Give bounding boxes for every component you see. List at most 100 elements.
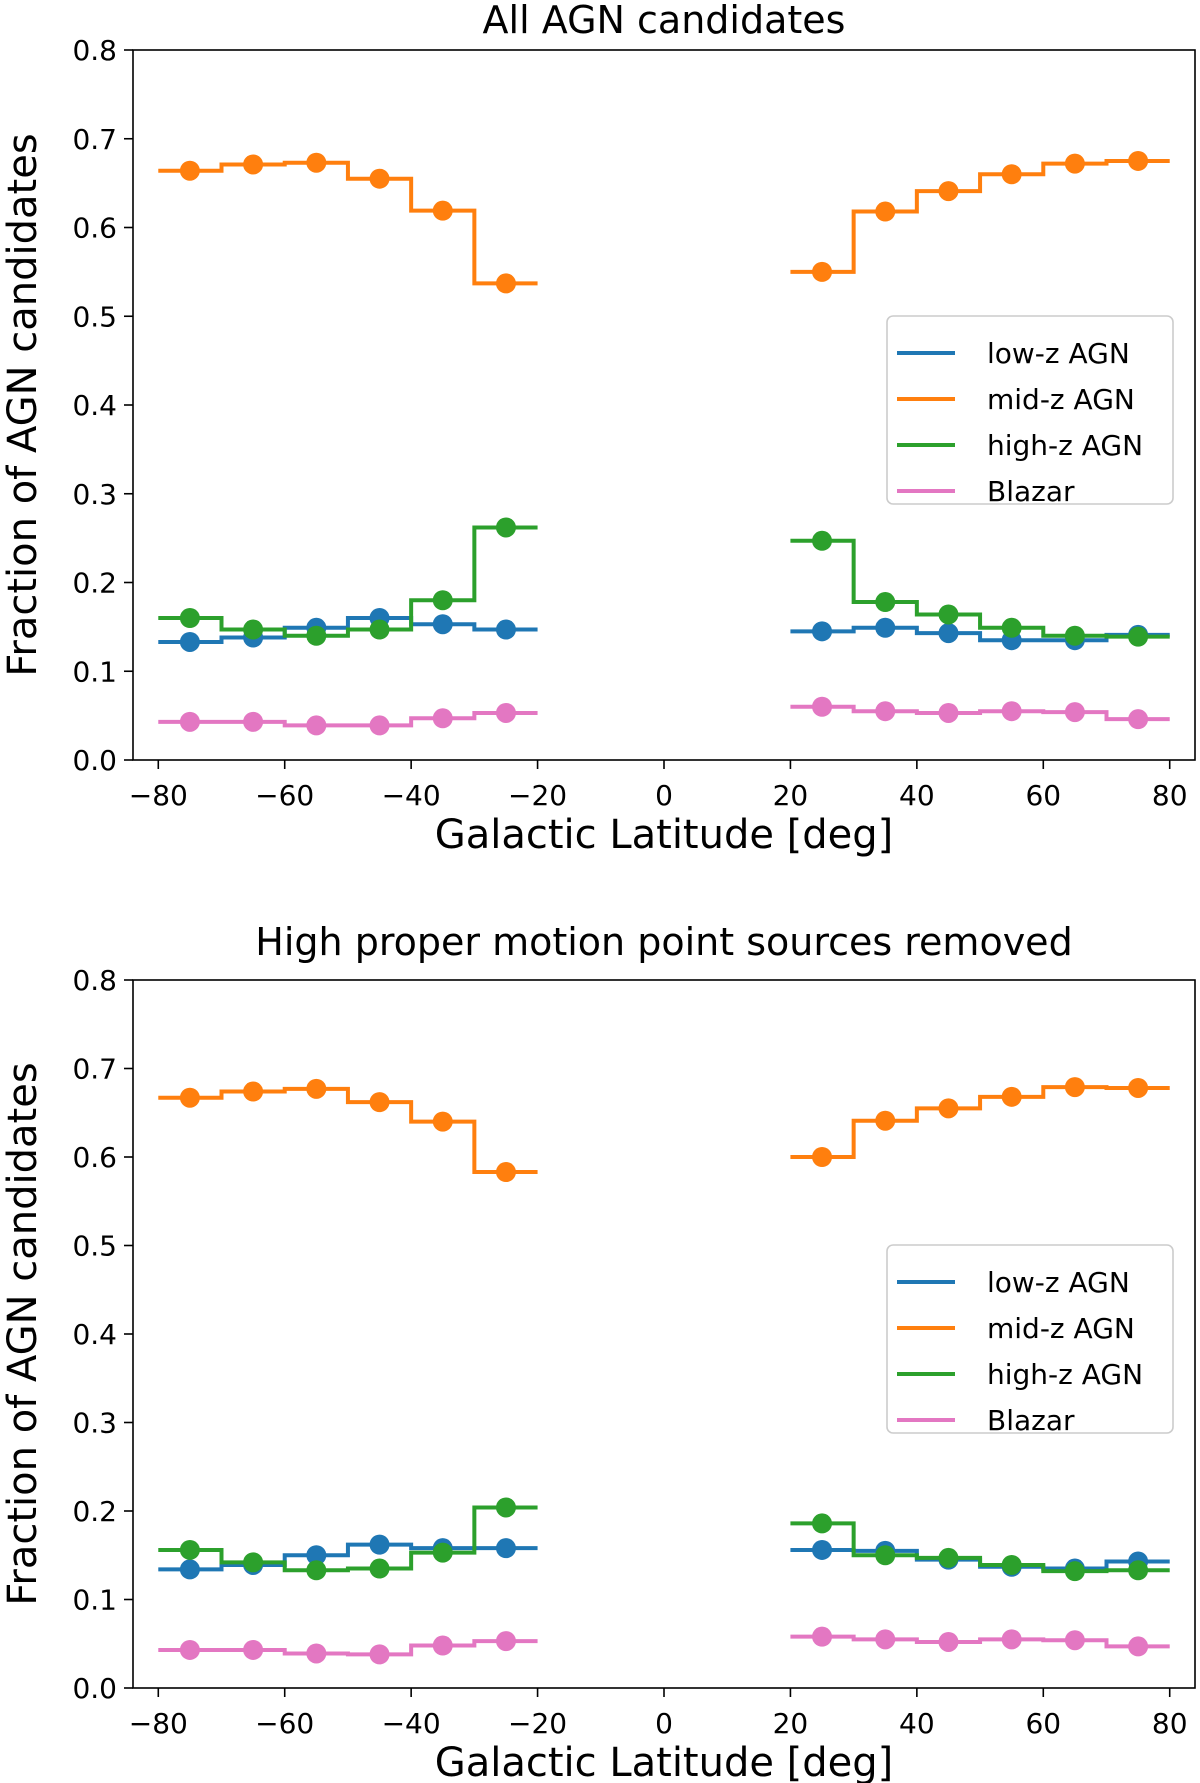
data-point [495,1631,516,1652]
series-line [790,704,1170,722]
y-tick-label: 0.3 [72,478,117,511]
data-point [1064,1561,1085,1582]
x-tick-label: −40 [382,779,441,812]
data-point [875,1629,896,1650]
data-point [1064,1630,1085,1651]
data-point [875,592,896,613]
y-tick-label: 0.0 [72,744,117,777]
data-point [306,715,327,736]
data-point [369,168,390,189]
data-point [179,608,200,628]
series-line [158,160,538,286]
x-tick-label: 40 [899,1707,935,1740]
x-tick-label: 20 [773,1707,809,1740]
data-point [369,715,390,736]
data-point [938,604,959,625]
series-line [158,1086,538,1175]
data-point [1064,702,1085,723]
x-tick-label: −60 [255,779,314,812]
series-high-z-agn [158,517,1170,647]
series-line [158,1639,538,1657]
x-tick-label: 60 [1025,779,1061,812]
data-point [432,614,453,635]
legend-box [886,315,1174,505]
data-point [1064,1077,1085,1098]
data-point [179,711,200,732]
x-tick-label: 0 [655,1707,673,1740]
legend-label: high-z AGN [987,429,1143,462]
data-point [812,1513,833,1534]
data-point [179,1539,200,1560]
y-tick-label: 0.6 [72,1141,117,1174]
data-point [369,1558,390,1579]
data-point [938,623,959,644]
data-point [369,1534,390,1555]
series-line [158,710,538,728]
data-point [432,1111,453,1132]
data-point [1001,1086,1022,1107]
x-tick-label: −20 [508,1707,567,1740]
chart-title: High proper motion point sources removed [255,920,1072,964]
data-point [369,1092,390,1113]
x-tick-label: 80 [1152,1707,1188,1740]
data-point [495,1538,516,1559]
data-point [1128,1077,1149,1098]
x-tick-label: 20 [773,779,809,812]
data-point [812,696,833,717]
x-tick-label: −20 [508,779,567,812]
data-point [179,1559,200,1580]
y-tick-label: 0.0 [72,1672,117,1705]
data-point [1064,625,1085,646]
legend: low-z AGN mid-z AGN high-z AGN Blazar [886,1244,1174,1437]
series-line [158,1542,538,1572]
data-point [495,1162,516,1183]
data-point [243,1639,264,1660]
data-point [1128,709,1149,730]
series-line [790,1521,1170,1574]
data-point [306,1078,327,1099]
series-line [790,1634,1170,1649]
data-point [369,1644,390,1665]
series-blazar [158,1626,1170,1665]
y-tick-label: 0.8 [72,964,117,997]
data-point [875,701,896,722]
data-point [875,1545,896,1566]
data-point [179,1639,200,1660]
legend-box [886,1244,1174,1434]
data-point [306,1560,327,1581]
data-point [243,711,264,732]
data-point [495,273,516,294]
x-tick-label: −80 [129,1707,188,1740]
series-line [790,1085,1170,1159]
data-point [938,1098,959,1119]
data-point [875,617,896,638]
data-point [938,702,959,723]
legend-label: low-z AGN [987,337,1130,370]
y-tick-label: 0.2 [72,567,117,600]
y-tick-label: 0.2 [72,1495,117,1528]
data-point [938,1631,959,1652]
data-point [432,708,453,729]
data-point [1001,1629,1022,1650]
series-high-z-agn [158,1497,1170,1582]
x-tick-label: −80 [129,779,188,812]
data-point [812,1147,833,1167]
data-point [306,1545,327,1566]
y-tick-label: 0.7 [72,1053,117,1086]
y-tick-label: 0.4 [72,389,117,422]
data-point [179,160,200,181]
x-axis-label: Galactic Latitude [deg] [435,812,894,858]
data-point [812,530,833,551]
data-point [179,1087,200,1108]
series-line [790,538,1170,639]
data-point [1001,701,1022,722]
data-point [495,517,516,538]
data-point [812,621,833,642]
y-axis-label: Fraction of AGN candidates [0,1062,46,1605]
y-tick-label: 0.5 [72,300,117,333]
series-blazar [158,696,1170,736]
data-point [1064,153,1085,174]
data-point [1001,617,1022,638]
series-line [158,525,538,638]
x-axis-label: Galactic Latitude [deg] [435,1740,894,1783]
